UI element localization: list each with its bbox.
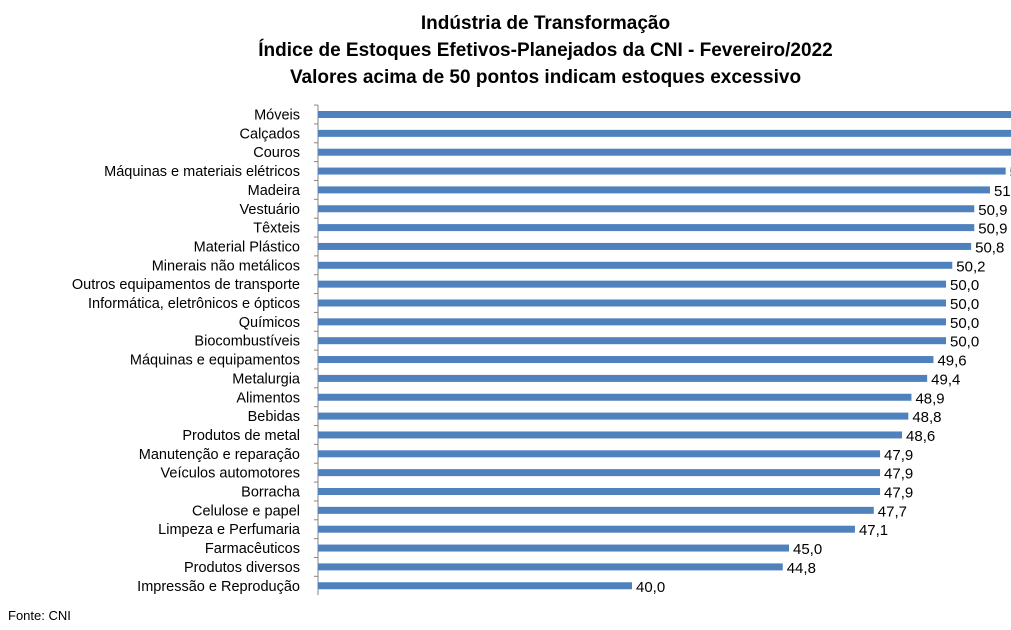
bar <box>318 356 934 364</box>
chart-title: Indústria de Transformação Índice de Est… <box>0 10 1011 91</box>
category-label: Farmacêuticos <box>205 541 300 557</box>
category-label: Metalurgia <box>232 371 301 387</box>
bar <box>318 111 1011 118</box>
data-label: 47,9 <box>884 447 913 464</box>
category-label: Máquinas e materiais elétricos <box>104 164 300 180</box>
category-label: Couros <box>253 145 300 161</box>
data-label: 40,0 <box>636 579 665 596</box>
category-label: Vestuário <box>240 202 300 218</box>
data-label: 50,2 <box>956 258 985 275</box>
category-label: Biocombustíveis <box>194 334 300 350</box>
data-label: 51,9 <box>1010 164 1011 181</box>
category-label: Produtos diversos <box>184 560 300 576</box>
data-label: 47,9 <box>884 485 913 502</box>
bar <box>318 148 1011 156</box>
data-label: 47,9 <box>884 466 913 483</box>
bar <box>318 450 881 458</box>
category-label: Madeira <box>248 183 301 199</box>
bar <box>318 563 783 571</box>
data-label: 48,6 <box>906 428 935 445</box>
bar <box>318 393 912 401</box>
bar <box>318 280 946 288</box>
data-label: 50,9 <box>978 202 1007 219</box>
data-label: 50,9 <box>978 221 1007 238</box>
bar <box>318 488 881 495</box>
category-label: Outros equipamentos de transporte <box>72 277 300 293</box>
data-label: 50,0 <box>950 296 979 313</box>
bar <box>318 469 881 477</box>
bar <box>318 337 946 345</box>
data-label: 45,0 <box>793 541 822 558</box>
category-label: Informática, eletrônicos e ópticos <box>88 296 300 312</box>
data-label: 47,7 <box>878 503 907 520</box>
category-label: Móveis <box>254 108 300 124</box>
bar <box>318 242 972 250</box>
category-label: Máquinas e equipamentos <box>130 353 300 369</box>
category-label: Impressão e Reprodução <box>137 579 300 595</box>
category-label: Calçados <box>240 126 300 142</box>
bar <box>318 186 990 194</box>
category-label: Celulose e papel <box>192 503 300 519</box>
data-label: 49,6 <box>937 353 966 370</box>
category-label: Limpeza e Perfumaria <box>158 522 301 538</box>
bar <box>318 544 789 552</box>
bar <box>318 129 1011 137</box>
data-label: 51,4 <box>994 183 1011 200</box>
bar <box>318 261 953 269</box>
source-note: Fonte: CNI <box>8 608 71 623</box>
category-label: Têxteis <box>253 221 300 237</box>
category-label: Veículos automotores <box>161 466 300 482</box>
data-label: 50,8 <box>975 239 1004 256</box>
bar <box>318 167 1006 175</box>
data-label: 44,8 <box>787 560 816 577</box>
category-label: Químicos <box>239 315 300 331</box>
data-label: 49,4 <box>931 371 960 388</box>
title-line-2: Índice de Estoques Efetivos-Planejados d… <box>258 40 833 61</box>
category-label: Borracha <box>241 485 301 501</box>
bar <box>318 374 928 382</box>
bar <box>318 318 946 326</box>
title-line-3: Valores acima de 50 pontos indicam estoq… <box>289 67 802 88</box>
bar <box>318 412 909 420</box>
data-label: 50,0 <box>950 334 979 351</box>
category-label: Alimentos <box>236 390 300 406</box>
bar <box>318 224 975 232</box>
bar <box>318 525 855 533</box>
title-line-1: Indústria de Transformação <box>420 13 671 34</box>
bar <box>318 582 632 590</box>
bar <box>318 431 903 439</box>
category-label: Bebidas <box>248 409 300 425</box>
data-label: 47,1 <box>859 522 888 539</box>
category-label: Material Plástico <box>194 239 300 255</box>
data-label: 48,9 <box>915 390 944 407</box>
data-label: 50,0 <box>950 277 979 294</box>
category-label: Minerais não metálicos <box>152 258 300 274</box>
bar <box>318 506 874 514</box>
data-label: 48,8 <box>912 409 941 426</box>
category-label: Produtos de metal <box>182 428 300 444</box>
bar <box>318 299 946 307</box>
bar <box>318 205 975 213</box>
category-label: Manutenção e reparação <box>139 447 300 463</box>
data-label: 50,0 <box>950 315 979 332</box>
